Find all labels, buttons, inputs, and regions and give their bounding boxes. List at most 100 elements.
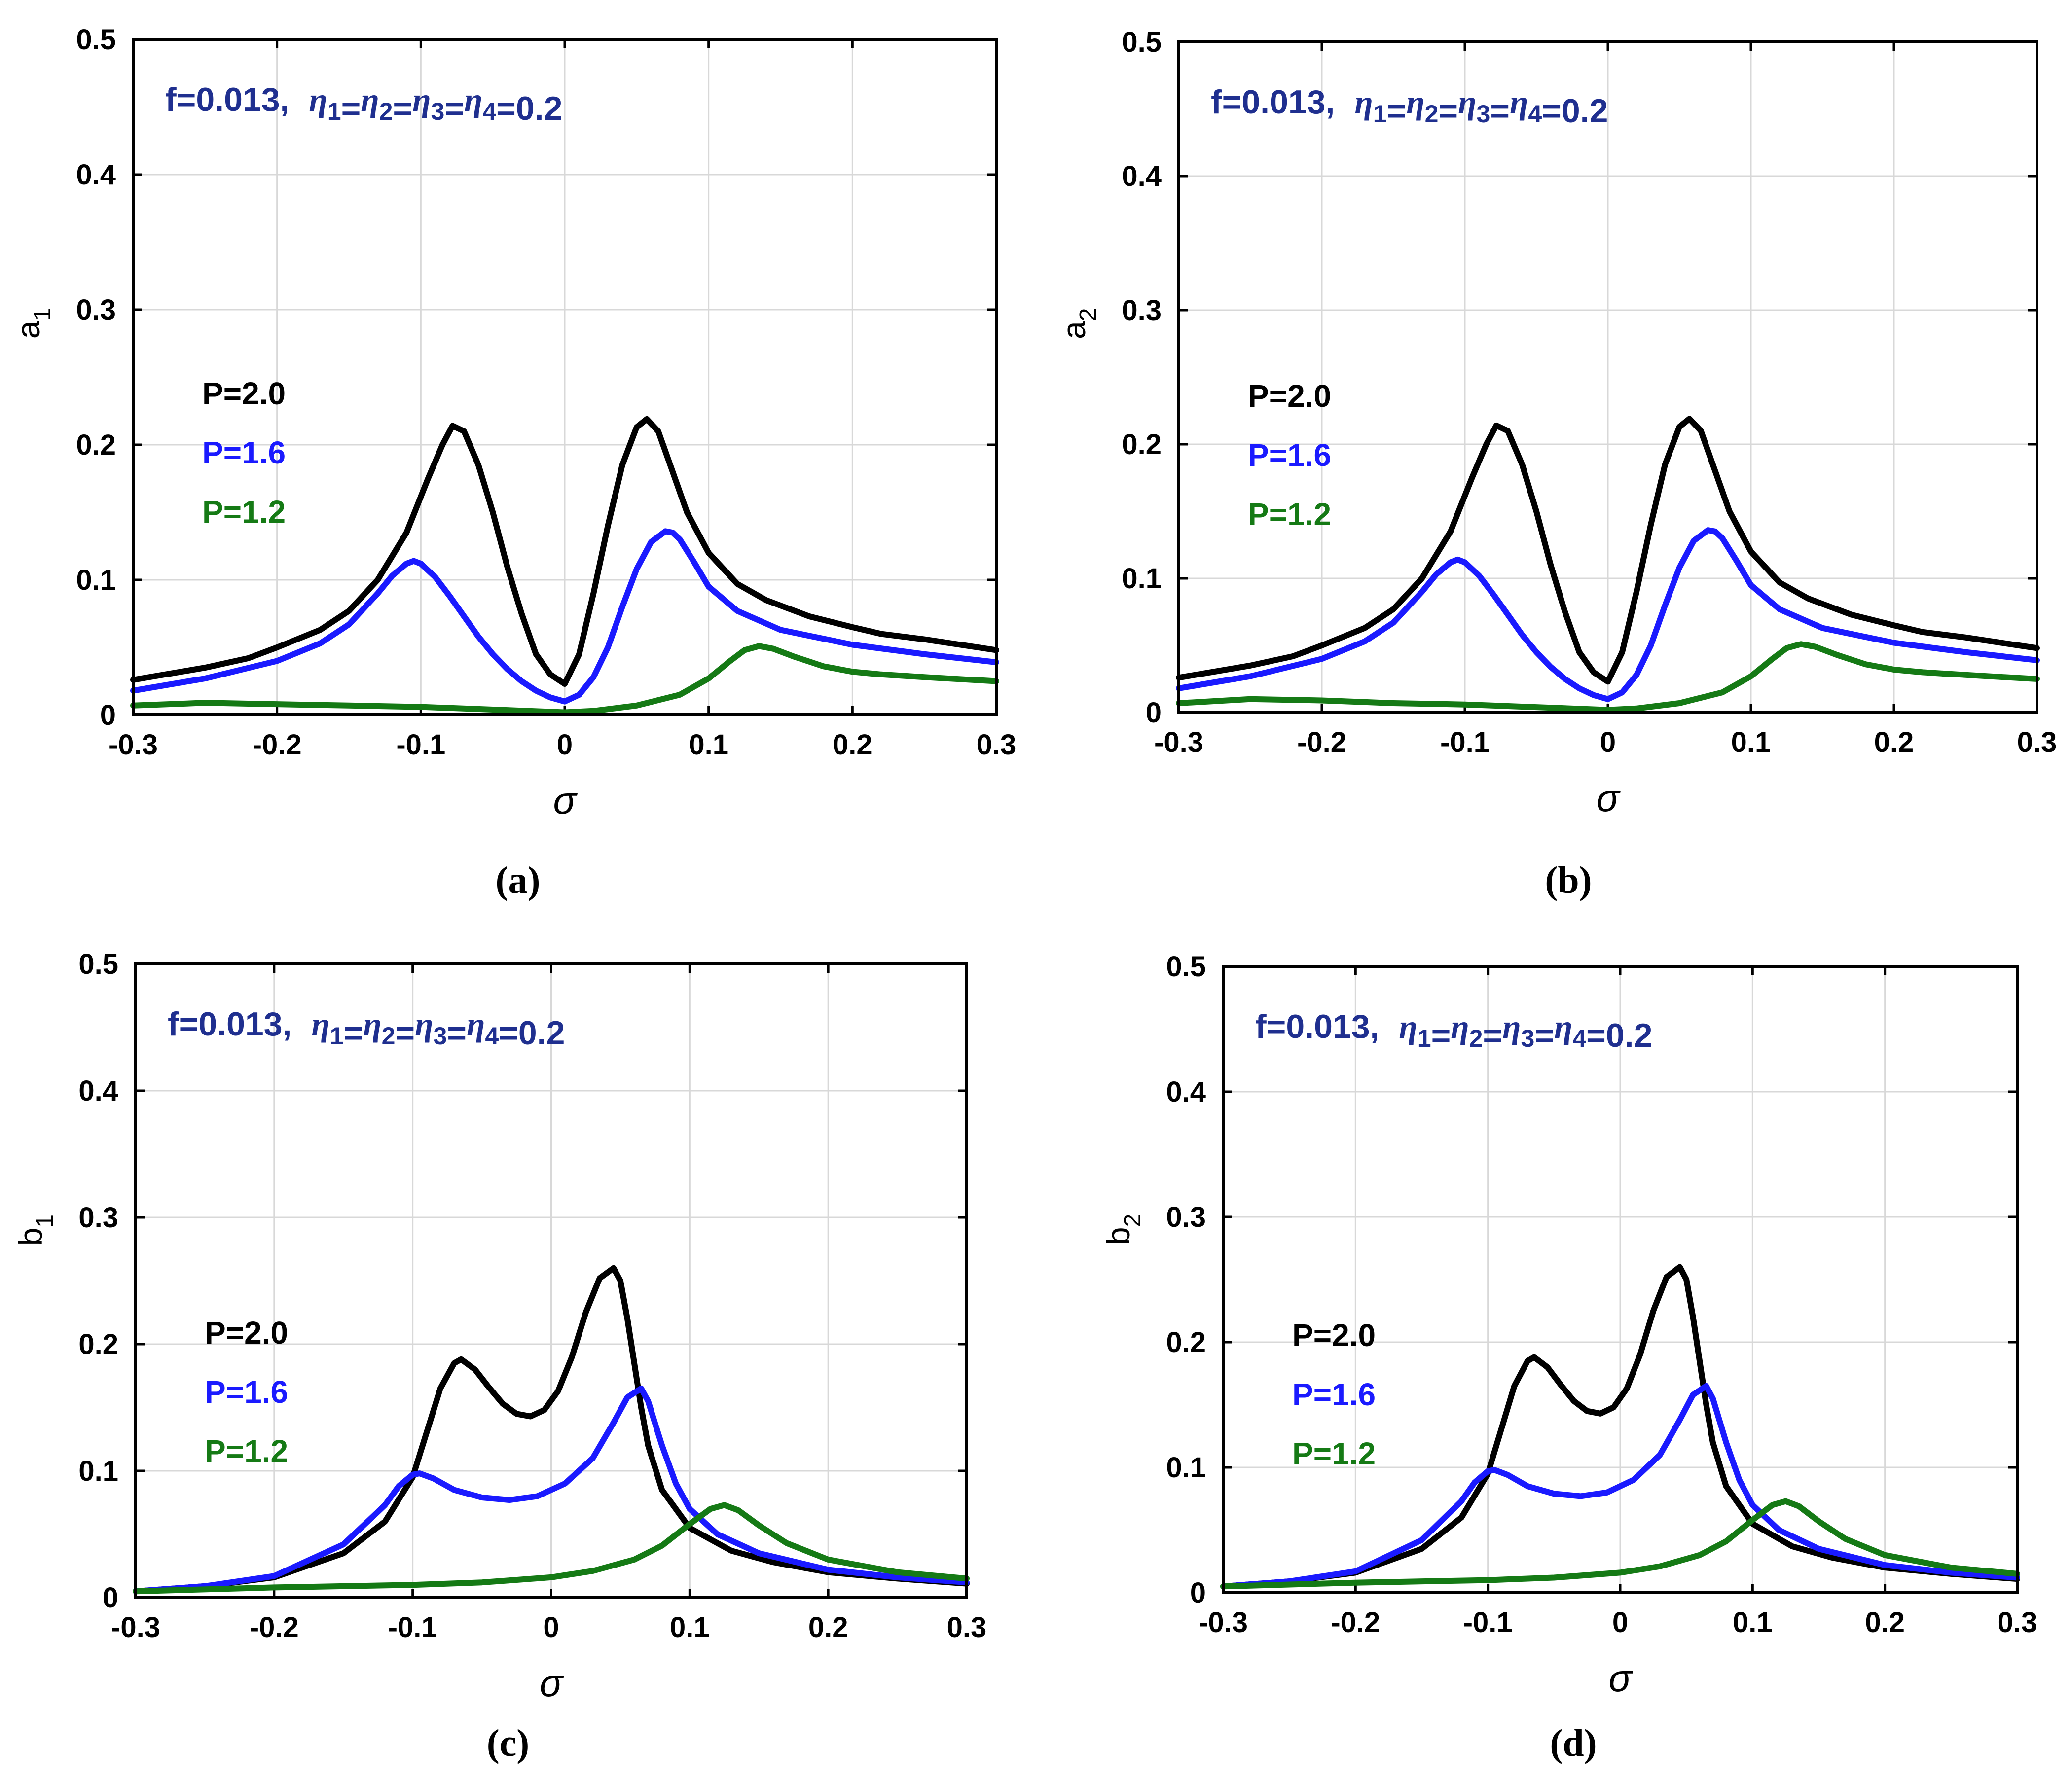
x-tick-label: 0.3 (1998, 1606, 2037, 1639)
x-tick-label: -0.2 (253, 729, 302, 761)
y-tick-label: 0.5 (1122, 26, 1162, 58)
annotation-eta-subscript: 2 (382, 1022, 396, 1050)
legend-label: P=2.0 (1292, 1318, 1376, 1353)
series-line-p-1-2 (1176, 641, 2040, 713)
chart-panel-c: -0.3 -0.2 -0.1 0 0.1 0.2 0.3 0 0.1 0.2 0.3 0.4 0.5 σ b… (12, 948, 986, 1705)
y-tick-label: 0.5 (76, 24, 116, 56)
series-line-p-2-0 (130, 416, 999, 687)
series-line-p-1-6 (130, 528, 999, 705)
annotation-equals: = (496, 90, 516, 127)
x-tick-label: -0.2 (250, 1611, 299, 1643)
y-axis-label-subscript: 2 (1120, 1214, 1146, 1227)
chart-panel-b: -0.3 -0.2 -0.1 0 0.1 0.2 0.3 0 0.1 0.2 0.3 0.4 0.5 σ a… (1055, 26, 2057, 820)
annotation-equals: = (447, 1014, 467, 1052)
annotation-value: 0.2 (1606, 1017, 1653, 1054)
annotation-eta: η (1406, 83, 1424, 121)
y-axis-label: b1 (12, 1214, 58, 1246)
x-tick-label: -0.3 (111, 1611, 160, 1643)
legend-label: P=2.0 (205, 1315, 288, 1351)
annotation-eta: η (1354, 83, 1373, 121)
y-tick-label: 0.4 (78, 1075, 118, 1107)
x-tick-label: 0.3 (977, 729, 1017, 761)
annotation-eta: η (464, 81, 482, 118)
y-axis-label: a1 (10, 308, 56, 339)
series-line-p-1-2 (130, 643, 999, 715)
legend-label: P=1.2 (1248, 497, 1331, 532)
legend-label: P=1.6 (202, 435, 286, 470)
caption-d: (d) (1550, 1721, 1597, 1764)
annotation-eta-subscript: 3 (433, 1022, 447, 1050)
annotation-eta-subscript: 1 (1418, 1025, 1431, 1052)
series-line-p-1-6 (1220, 1383, 2020, 1590)
caption-c: (c) (486, 1721, 530, 1764)
annotation-eta-subscript: 3 (1476, 100, 1490, 128)
y-tick-label: 0.2 (76, 429, 116, 461)
x-tick-label: 0.1 (1733, 1606, 1773, 1639)
parameter-annotation: f=0.013, η1=η2=η3=η4=0.2 (165, 81, 562, 127)
legend-label: P=1.2 (205, 1433, 288, 1469)
y-tick-label: 0.4 (76, 159, 116, 191)
annotation-eta: η (1502, 1008, 1521, 1045)
y-tick-label: 0 (1146, 697, 1162, 729)
annotation-value: 0.2 (1562, 92, 1608, 130)
annotation-equals: = (499, 1014, 518, 1052)
series-line-p-2-0 (133, 1265, 970, 1595)
parameter-annotation: f=0.013, η1=η2=η3=η4=0.2 (168, 1005, 565, 1052)
annotation-equals: = (1431, 1017, 1451, 1054)
x-axis-label: σ (553, 779, 578, 822)
annotation-equals: = (393, 90, 412, 127)
caption-a: (a) (495, 858, 541, 901)
annotation-equals: = (344, 1014, 364, 1052)
axes-frame (1177, 40, 2038, 714)
y-tick-label: 0.1 (1122, 563, 1162, 595)
caption-b: (b) (1545, 858, 1592, 901)
x-tick-label: -0.1 (1463, 1606, 1513, 1639)
annotation-eta: η (1510, 83, 1528, 121)
annotation-eta-subscript: 3 (1521, 1025, 1534, 1052)
y-tick-label: 0.3 (1166, 1201, 1206, 1233)
parameter-annotation: f=0.013, η1=η2=η3=η4=0.2 (1211, 83, 1608, 130)
axes-frame (132, 38, 998, 716)
chart-panel-d: -0.3 -0.2 -0.1 0 0.1 0.2 0.3 0 0.1 0.2 0.3 0.4 0.5 σ b… (1100, 951, 2037, 1700)
y-tick-label: 0.1 (1166, 1452, 1206, 1484)
annotation-eta: η (1458, 83, 1476, 121)
legend-label: P=1.6 (205, 1374, 288, 1410)
annotation-eta-subscript: 4 (485, 1022, 499, 1050)
series-line-p-1-2 (133, 1502, 970, 1595)
legend-label: P=2.0 (202, 376, 286, 411)
legend-label: P=1.2 (202, 494, 286, 530)
y-tick-label: 0.3 (76, 294, 116, 326)
y-axis-label: b2 (1100, 1214, 1146, 1245)
x-tick-label: -0.2 (1331, 1606, 1380, 1639)
x-tick-label: 0.3 (947, 1611, 987, 1643)
y-tick-label: 0.2 (78, 1328, 118, 1360)
x-tick-label: -0.3 (1199, 1606, 1248, 1639)
annotation-equals: = (1483, 1017, 1502, 1054)
y-tick-label: 0.3 (78, 1202, 118, 1234)
x-tick-label: -0.2 (1297, 726, 1346, 758)
legend-label: P=1.6 (1248, 437, 1331, 473)
y-axis-label-subscript: 1 (30, 308, 56, 321)
x-tick-label: 0.2 (1874, 726, 1914, 758)
axes-frame (1222, 965, 2019, 1594)
y-tick-label: 0.4 (1166, 1076, 1206, 1108)
x-tick-label: 0 (557, 729, 573, 761)
annotation-equals: = (1490, 92, 1510, 130)
y-tick-label: 0.5 (1166, 951, 1206, 983)
x-tick-label: 0 (1600, 726, 1616, 758)
y-axis-label: a2 (1055, 308, 1101, 339)
series-line-p-1-6 (1176, 527, 2040, 702)
annotation-f: f=0.013, (1211, 83, 1335, 121)
series-line-p-1-2 (1220, 1498, 2020, 1590)
annotation-value: 0.2 (518, 1014, 565, 1052)
y-tick-label: 0.2 (1166, 1326, 1206, 1358)
y-tick-label: 0.4 (1122, 160, 1162, 192)
x-tick-label: -0.3 (1154, 726, 1203, 758)
parameter-annotation: f=0.013, η1=η2=η3=η4=0.2 (1255, 1008, 1652, 1054)
annotation-equals: = (341, 90, 361, 127)
annotation-eta-subscript: 1 (327, 98, 341, 125)
x-tick-label: -0.1 (388, 1611, 437, 1643)
x-tick-label: 0.1 (670, 1611, 710, 1643)
annotation-eta: η (412, 81, 431, 118)
x-tick-label: 0.1 (1731, 726, 1771, 758)
